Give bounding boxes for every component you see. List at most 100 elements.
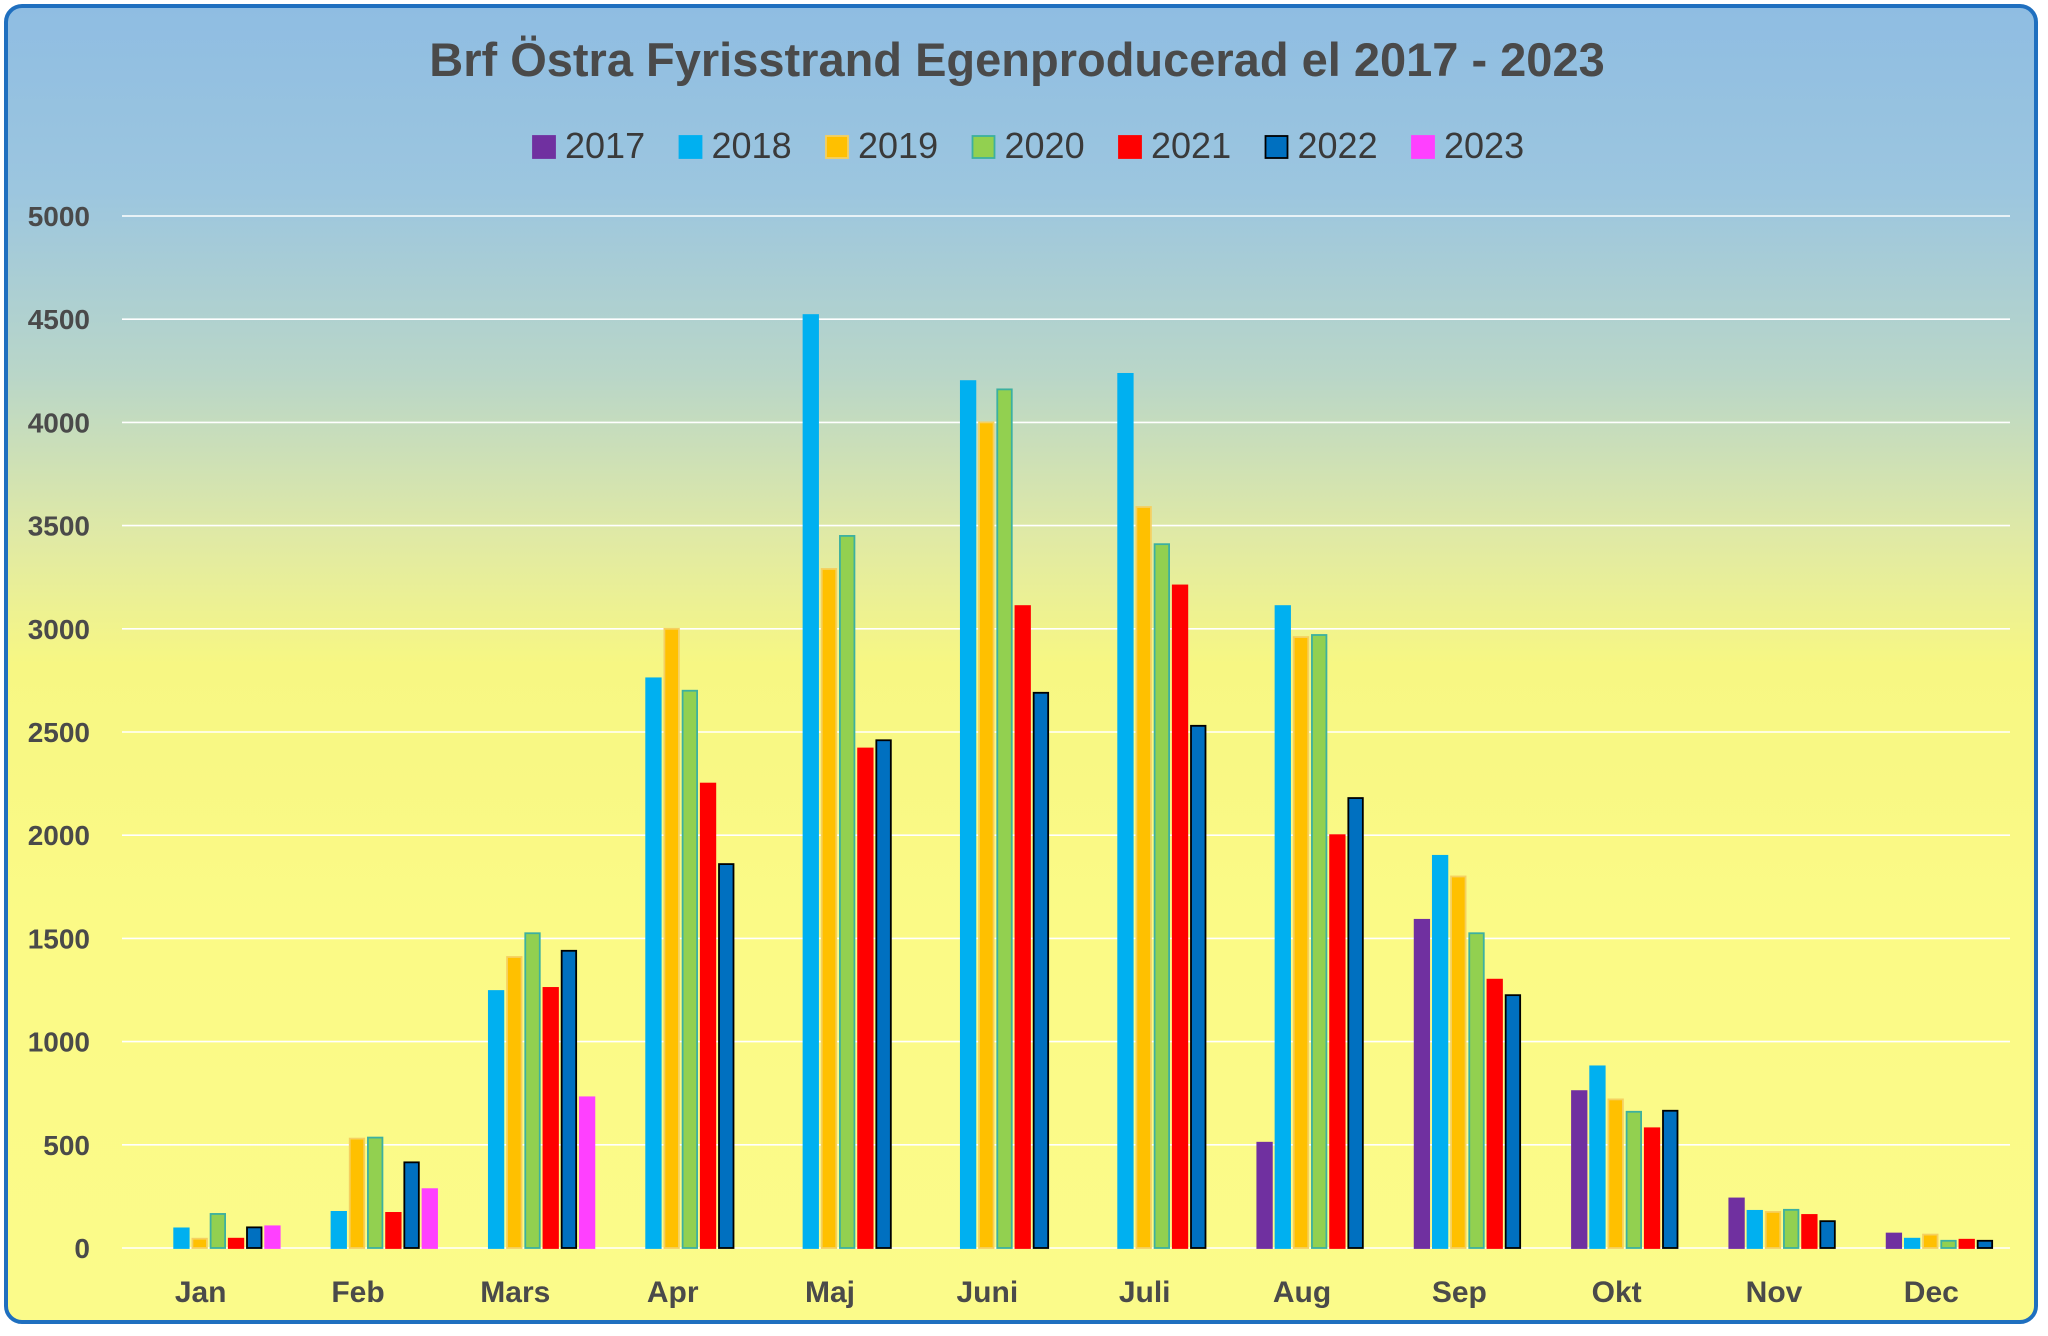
y-axis: 0 500 1000 1500 2000 2500 3000 3500 4000 4500 5000 — [28, 201, 90, 1264]
legend-swatch — [1411, 135, 1435, 159]
bar-2018-Jan — [173, 1227, 190, 1249]
legend-item-2019: 2019 — [825, 125, 938, 166]
y-tick-label: 3000 — [28, 614, 90, 645]
legend-swatch — [532, 135, 556, 159]
x-tick-label: Juni — [956, 1276, 1018, 1309]
bar-2021-Sep — [1486, 978, 1503, 1249]
gridlines — [122, 215, 2010, 1249]
bar-2019-Jan — [191, 1237, 208, 1249]
y-tick-label: 1500 — [28, 923, 90, 954]
y-tick-label: 3500 — [28, 511, 90, 542]
bar-2019-Dec — [1922, 1233, 1939, 1249]
bar-2022-Dec — [1976, 1239, 1994, 1249]
x-tick-label: Feb — [331, 1276, 384, 1309]
x-axis: Jan Feb Mars Apr Maj Juni Juli Aug Sep Okt Nov Dec — [175, 1276, 1959, 1309]
bar-2021-Mars — [542, 987, 559, 1249]
x-tick-label: Aug — [1273, 1276, 1331, 1309]
x-tick-label: Maj — [805, 1276, 855, 1309]
bar-2019-Nov — [1764, 1210, 1782, 1249]
bar-2022-Juli — [1190, 724, 1207, 1249]
bar-2020-Apr — [681, 689, 698, 1249]
bar-2022-Apr — [718, 863, 735, 1249]
y-tick-label: 4000 — [28, 407, 90, 438]
bar-2020-Mars — [524, 932, 541, 1249]
bar-2017-Sep — [1413, 918, 1431, 1249]
bar-2017-Dec — [1885, 1232, 1903, 1249]
chart-title: Brf Östra Fyrisstrand Egenproducerad el … — [429, 33, 1604, 86]
bar-2019-Juli — [1135, 506, 1152, 1249]
legend-swatch — [678, 135, 703, 159]
bar-2018-Maj — [802, 314, 819, 1249]
bar-2017-Aug — [1256, 1141, 1273, 1249]
x-tick-label: Mars — [480, 1276, 550, 1309]
bar-2021-Okt — [1643, 1127, 1661, 1249]
y-tick-label: 500 — [43, 1130, 90, 1161]
bar-2019-Maj — [820, 568, 838, 1249]
legend-label: 2021 — [1151, 125, 1231, 166]
bar-2022-Nov — [1819, 1220, 1836, 1249]
legend-label: 2023 — [1444, 125, 1524, 166]
bar-2017-Okt — [1571, 1090, 1588, 1249]
legend-label: 2019 — [858, 125, 938, 166]
bar-2022-Maj — [875, 739, 892, 1249]
bar-2023-Feb — [421, 1188, 438, 1249]
y-tick-label: 2500 — [28, 717, 90, 748]
legend-item-2022: 2022 — [1264, 125, 1378, 166]
bar-2018-Okt — [1589, 1065, 1606, 1249]
bar-2023-Jan — [264, 1225, 281, 1249]
bar-2021-Jan — [227, 1237, 245, 1249]
bar-2020-Maj — [839, 535, 856, 1249]
bar-2018-Dec — [1903, 1237, 1921, 1249]
legend-swatch — [1118, 135, 1142, 159]
bar-2020-Jan — [209, 1213, 227, 1249]
bar-2020-Okt — [1625, 1110, 1642, 1249]
bar-2018-Apr — [645, 677, 662, 1249]
bar-2019-Mars — [506, 956, 523, 1249]
legend: 2017 2018 2019 2020 2021 2022 2023 — [532, 125, 1524, 166]
legend-label: 2017 — [565, 125, 645, 166]
bar-2020-Juni — [996, 388, 1013, 1249]
bar-2022-Jan — [246, 1226, 263, 1249]
bar-2018-Juli — [1117, 372, 1134, 1249]
y-tick-label: 2000 — [28, 820, 90, 851]
legend-item-2018: 2018 — [678, 125, 792, 166]
bar-2018-Nov — [1746, 1209, 1763, 1249]
bar-2018-Sep — [1431, 854, 1449, 1249]
bar-2021-Feb — [385, 1212, 402, 1249]
y-tick-label: 4500 — [28, 304, 90, 335]
y-tick-label: 5000 — [28, 201, 90, 232]
bar-2020-Aug — [1311, 634, 1328, 1249]
bar-2021-Nov — [1801, 1214, 1818, 1249]
bar-2021-Apr — [699, 782, 717, 1249]
legend-swatch — [1264, 135, 1289, 159]
bar-2019-Okt — [1607, 1098, 1624, 1249]
bar-2020-Nov — [1783, 1208, 1800, 1249]
bar-2019-Apr — [663, 627, 680, 1249]
x-tick-label: Dec — [1904, 1276, 1959, 1309]
bar-2018-Feb — [330, 1210, 347, 1249]
bars — [173, 314, 1994, 1249]
bar-2022-Okt — [1662, 1109, 1679, 1249]
bar-2019-Sep — [1450, 875, 1467, 1249]
bar-2020-Feb — [367, 1136, 384, 1249]
bar-2021-Aug — [1329, 834, 1346, 1249]
legend-label: 2022 — [1298, 125, 1378, 166]
x-tick-label: Sep — [1432, 1276, 1487, 1309]
legend-label: 2018 — [712, 125, 792, 166]
bar-2022-Juni — [1032, 691, 1050, 1249]
x-tick-label: Nov — [1746, 1276, 1803, 1309]
legend-item-2020: 2020 — [971, 125, 1085, 166]
y-tick-label: 1000 — [28, 1027, 90, 1058]
x-tick-label: Apr — [647, 1276, 699, 1309]
bar-2018-Juni — [959, 380, 977, 1249]
bar-2020-Juli — [1153, 543, 1170, 1249]
bar-2019-Juni — [978, 421, 995, 1249]
bar-2021-Dec — [1958, 1238, 1975, 1249]
bar-2022-Sep — [1504, 994, 1522, 1249]
x-tick-label: Okt — [1592, 1276, 1642, 1309]
legend-swatch — [825, 135, 849, 159]
bar-2021-Maj — [857, 747, 874, 1249]
legend-item-2023: 2023 — [1411, 125, 1524, 166]
bar-2019-Feb — [348, 1137, 366, 1249]
